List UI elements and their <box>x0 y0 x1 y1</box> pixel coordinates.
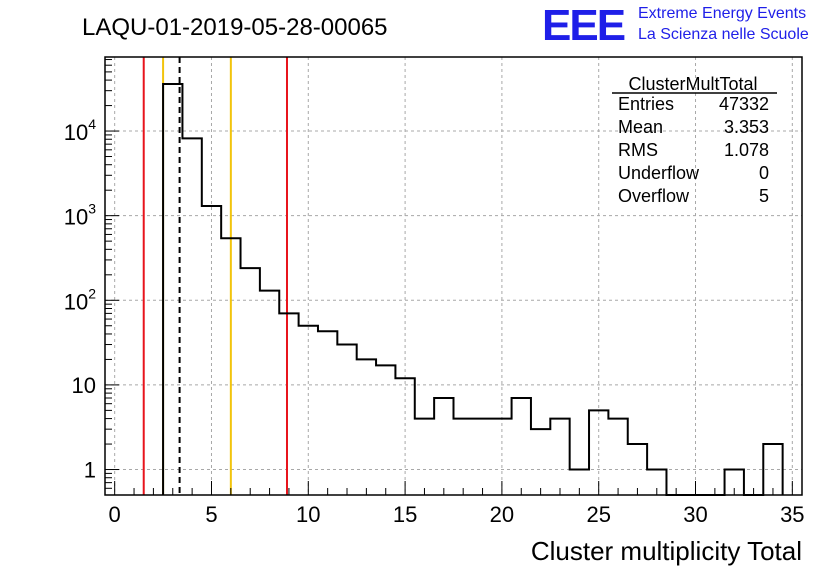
y-tick-label: 104 <box>64 116 96 145</box>
stats-row-label: Underflow <box>618 163 700 183</box>
histogram-bar <box>260 291 279 495</box>
y-tick-label: 102 <box>64 285 96 314</box>
histogram-bar <box>608 419 627 495</box>
histogram-bar <box>241 268 260 495</box>
y-tick-label: 10 <box>72 373 96 398</box>
histogram-layer <box>162 82 784 496</box>
x-tick-label: 35 <box>780 502 804 527</box>
stats-rows: Entries 47332 Mean 3.353 RMS 1.078 Underflow 0 O… <box>618 94 769 206</box>
histogram-bar <box>512 398 531 495</box>
logo-mark: EEE <box>542 1 625 50</box>
stats-title: ClusterMultTotal <box>628 74 757 94</box>
tick-labels-layer: 0 5 10 15 20 25 30 35 1 10 102 103 104 <box>64 116 805 527</box>
y-tick-label: 103 <box>64 201 96 230</box>
axes-layer <box>104 56 803 496</box>
histogram-bar <box>357 359 376 495</box>
logo-line-2: La Scienza nelle Scuole <box>638 26 809 43</box>
x-tick-label: 25 <box>586 502 610 527</box>
stats-row-value: 5 <box>759 186 769 206</box>
stats-row-label: Mean <box>618 117 663 137</box>
stats-row-value: 3.353 <box>724 117 769 137</box>
stats-box: ClusterMultTotal Entries 47332 Mean 3.353 RM… <box>612 74 777 206</box>
y-tick-label: 1 <box>84 458 96 483</box>
stats-row-value: 47332 <box>719 94 769 114</box>
histogram-bar <box>454 419 473 495</box>
x-axis-label: Cluster multiplicity Total <box>531 536 802 566</box>
histogram-bar <box>531 429 550 495</box>
stats-row-label: Entries <box>618 94 674 114</box>
stats-row-value: 0 <box>759 163 769 183</box>
grid-layer <box>105 57 802 495</box>
x-tick-label: 5 <box>205 502 217 527</box>
histogram-bar <box>628 444 647 495</box>
plot-frame <box>104 56 803 496</box>
histogram-bar <box>163 84 182 495</box>
logo-line-1: Extreme Energy Events <box>638 5 806 22</box>
x-tick-label: 30 <box>683 502 707 527</box>
x-tick-label: 20 <box>490 502 514 527</box>
chart-title: LAQU-01-2019-05-28-00065 <box>82 14 388 41</box>
histogram-bar <box>279 313 298 495</box>
stats-row-label: RMS <box>618 140 658 160</box>
x-tick-label: 15 <box>393 502 417 527</box>
histogram-bar <box>337 345 356 495</box>
stats-row-value: 1.078 <box>724 140 769 160</box>
histogram-bar <box>221 238 240 495</box>
histogram-bar <box>376 365 395 495</box>
histogram-bar <box>299 326 318 495</box>
stats-row-label: Overflow <box>618 186 690 206</box>
histogram-bar <box>182 138 201 495</box>
histogram-bar <box>763 444 782 495</box>
histogram-bar <box>202 206 221 495</box>
histogram-bar <box>434 398 453 495</box>
x-tick-label: 10 <box>296 502 320 527</box>
x-tick-label: 0 <box>109 502 121 527</box>
eee-logo: EEE Extreme Energy Events La Scienza nel… <box>542 1 809 50</box>
histogram-bar <box>415 419 434 495</box>
histogram-outline <box>162 82 784 496</box>
histogram-bar <box>318 331 337 495</box>
histogram-bar <box>473 419 492 495</box>
histogram-bar <box>550 419 569 495</box>
histogram-bar <box>395 378 414 495</box>
